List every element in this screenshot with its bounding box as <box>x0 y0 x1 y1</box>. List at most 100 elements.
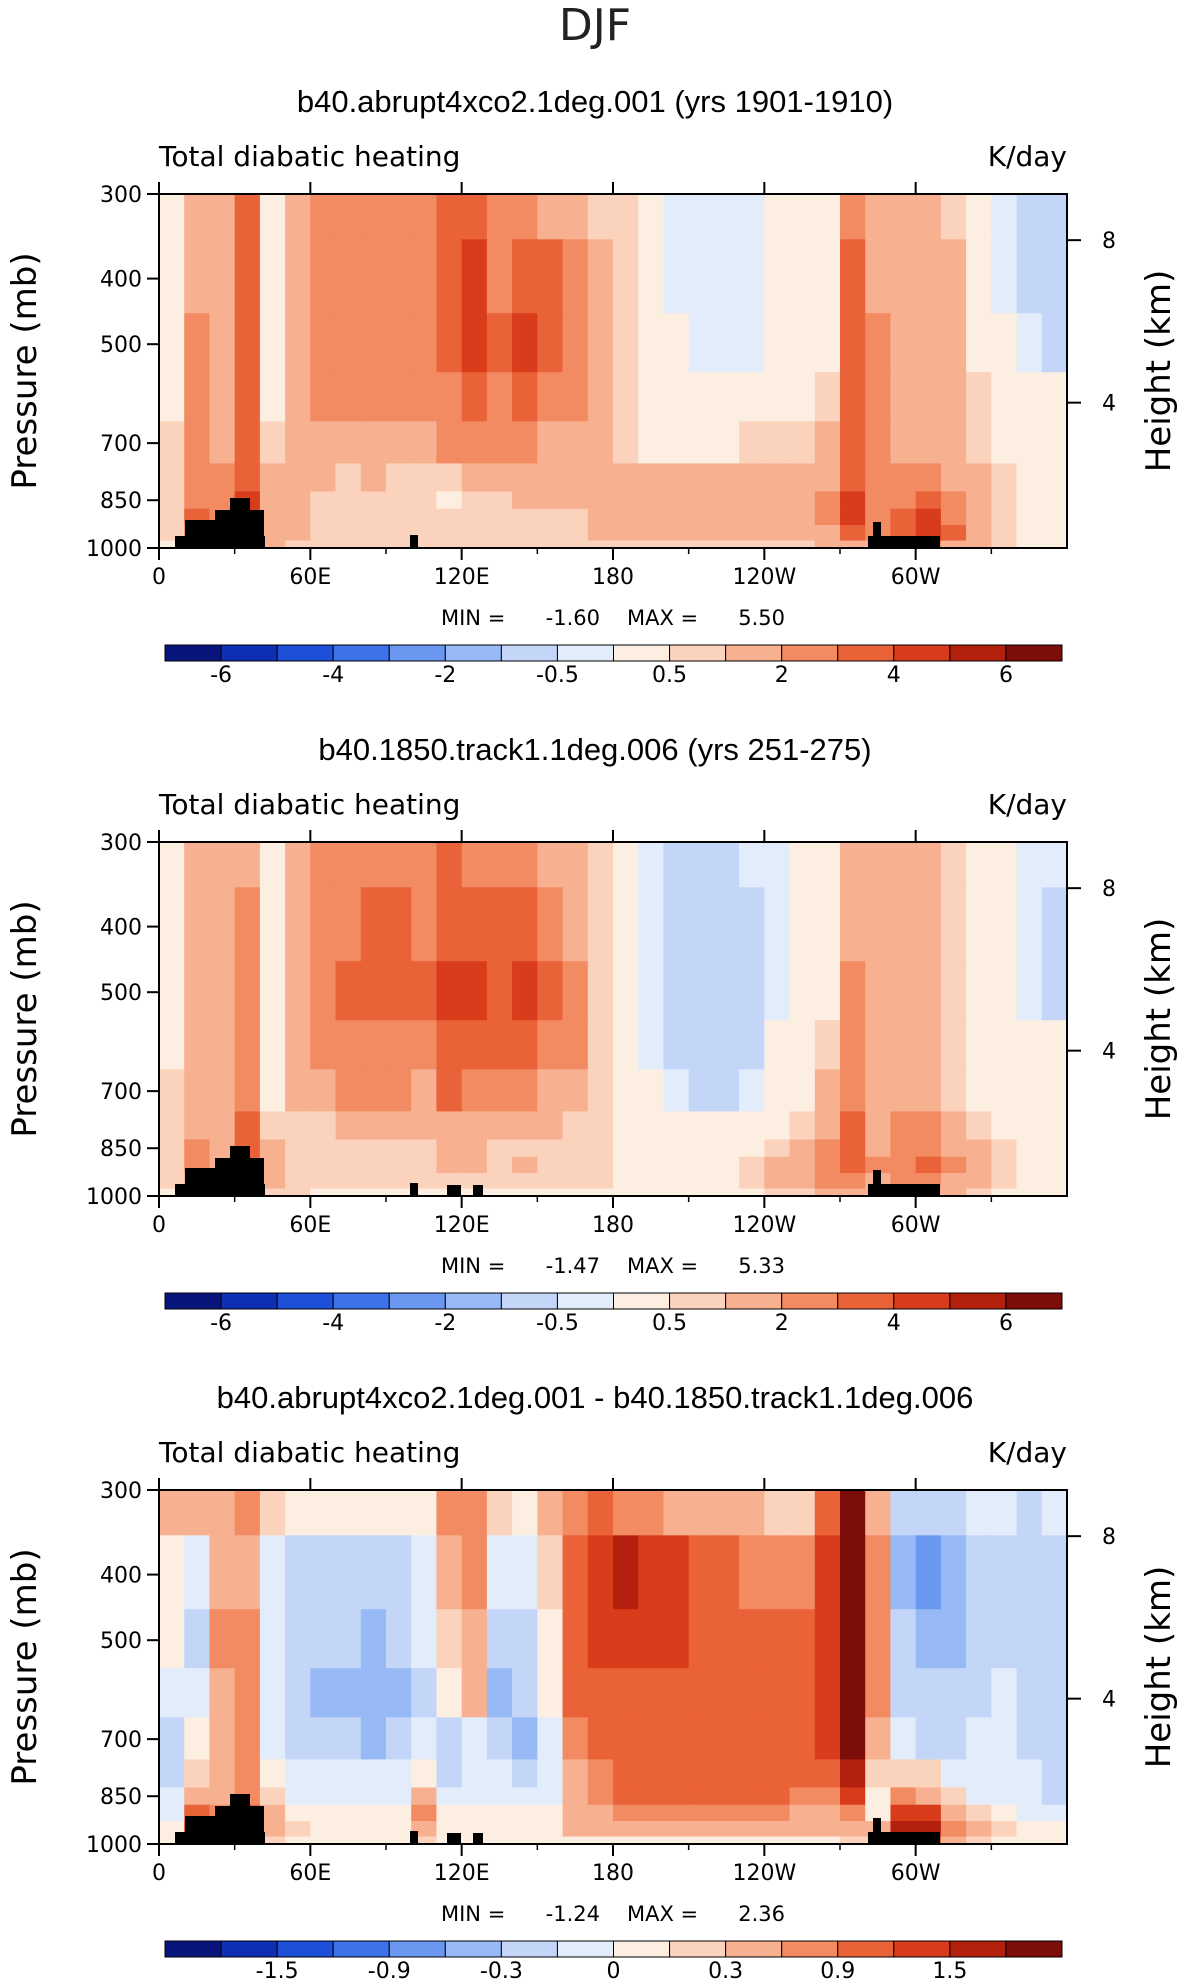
colorbar-swatch <box>500 1292 558 1310</box>
heat-cell <box>209 1717 236 1761</box>
heat-cell <box>259 887 286 962</box>
heat-cell <box>663 1535 690 1610</box>
heat-cell <box>814 313 841 373</box>
heat-cell <box>890 1490 917 1536</box>
heat-cell <box>259 313 286 373</box>
heat-cell <box>966 1139 992 1158</box>
heat-cell <box>587 1188 614 1197</box>
heat-cell <box>1041 1717 1068 1761</box>
heat-cell <box>159 1111 185 1141</box>
heat-cell <box>814 1490 841 1536</box>
heat-cell <box>259 1020 286 1070</box>
colorbar-label: -6 <box>210 1311 232 1336</box>
heat-cell <box>486 463 513 493</box>
max-value: 2.36 <box>738 1902 785 1926</box>
heat-cell <box>461 313 488 373</box>
heat-cell <box>360 1188 387 1197</box>
y-tick-label: 400 <box>100 268 142 293</box>
heat-cell <box>562 1173 589 1190</box>
heat-cell <box>865 1787 892 1806</box>
heat-cell <box>285 1609 311 1669</box>
heat-cell <box>966 313 992 373</box>
heat-cell <box>335 1836 362 1845</box>
heat-cell <box>386 1139 412 1158</box>
heat-cell <box>512 1759 538 1789</box>
heat-cell <box>739 1804 765 1822</box>
heat-cell <box>1041 1787 1068 1806</box>
heat-cell <box>386 1668 412 1718</box>
heat-cell <box>613 525 639 542</box>
heat-cell <box>411 1787 438 1806</box>
heat-cell <box>940 372 967 422</box>
heat-cell <box>360 1535 387 1610</box>
heat-cell <box>360 540 387 549</box>
heat-cell <box>537 1717 564 1761</box>
heat-cell <box>713 194 740 240</box>
heat-cell <box>840 1668 866 1718</box>
heat-cell <box>865 961 892 1021</box>
heat-cell <box>613 1804 639 1822</box>
heat-cell <box>335 1069 362 1113</box>
heat-cell <box>966 1759 992 1789</box>
heat-cell <box>285 313 311 373</box>
heat-cell <box>411 1111 438 1141</box>
colorbar-swatch <box>1005 644 1063 662</box>
heat-cell <box>840 1821 866 1838</box>
heat-cell <box>966 1490 992 1536</box>
heat-cell <box>966 1156 992 1174</box>
terrain-block <box>230 1794 250 1844</box>
heat-cell <box>789 239 816 314</box>
heat-cell <box>663 1759 690 1789</box>
heat-cell <box>739 1111 765 1141</box>
y-tick-label: 300 <box>100 183 142 208</box>
heat-cell <box>940 1156 967 1174</box>
heat-cell <box>234 421 261 465</box>
heat-cell <box>613 1139 639 1158</box>
heat-cell <box>209 1020 236 1070</box>
heat-cell <box>310 421 337 465</box>
heat-cell <box>285 1535 311 1610</box>
heat-cell <box>310 508 337 526</box>
colorbar: -6 -4 -2 -0.5 0.5 2 4 6 <box>164 644 1063 688</box>
heat-cell <box>486 1717 513 1761</box>
heat-cell <box>209 194 236 240</box>
heat-cell <box>663 842 690 888</box>
heat-cell <box>940 525 967 542</box>
heat-cell <box>486 961 513 1021</box>
y-tick-label: 850 <box>100 1785 142 1810</box>
heat-cell <box>890 1111 917 1141</box>
heat-cell <box>234 842 261 888</box>
colorbar-swatch <box>837 644 895 662</box>
heat-cell <box>789 1173 816 1190</box>
heat-cell <box>688 421 715 465</box>
heat-cell <box>486 1535 513 1610</box>
heat-cell <box>310 1717 337 1761</box>
heat-cell <box>209 1759 236 1789</box>
y2-tick-label: 4 <box>1102 1688 1116 1713</box>
heat-cell <box>663 1111 690 1141</box>
heat-cell <box>966 887 992 962</box>
heat-cell <box>739 1609 765 1669</box>
heat-cell <box>537 372 564 422</box>
heat-cell <box>915 1759 942 1789</box>
heat-cell <box>739 1821 765 1838</box>
colorbar-swatch <box>837 1292 895 1310</box>
heat-cell <box>890 1804 917 1822</box>
heat-cell <box>159 1188 185 1197</box>
heat-cell <box>915 1490 942 1536</box>
heat-cell <box>966 239 992 314</box>
heat-cell <box>461 1804 488 1822</box>
heat-cell <box>562 463 589 493</box>
heat-cell <box>209 1609 236 1669</box>
heat-cell <box>814 1188 841 1197</box>
heat-cell <box>814 961 841 1021</box>
heat-cell <box>159 842 185 888</box>
terrain-block <box>868 1832 940 1844</box>
heat-cell <box>940 1759 967 1789</box>
y-tick-label: 700 <box>100 432 142 457</box>
heat-cell <box>486 1836 513 1845</box>
heat-cell <box>411 1020 438 1070</box>
heat-cell <box>739 239 765 314</box>
y-tick-label: 500 <box>100 1629 142 1654</box>
heat-cell <box>310 525 337 542</box>
